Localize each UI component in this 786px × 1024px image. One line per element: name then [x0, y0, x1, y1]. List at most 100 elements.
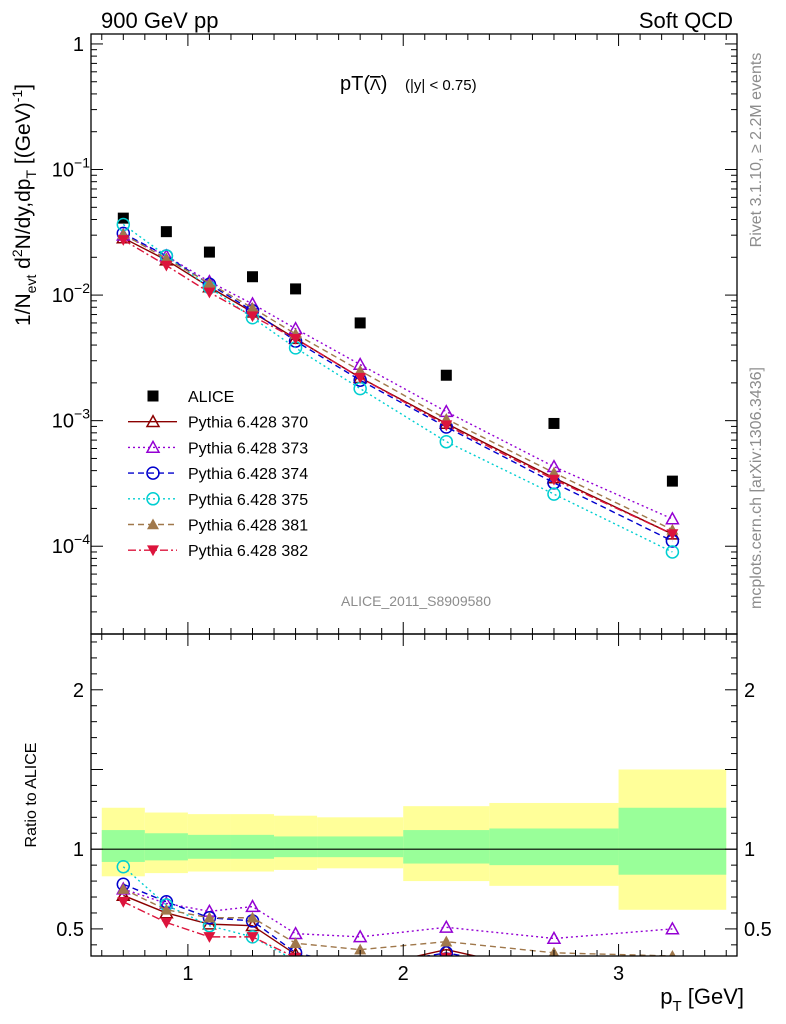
legend-item-alice: ALICE — [147, 389, 234, 406]
legend-marker — [145, 414, 161, 428]
ratio-point-pythia-6-428-375 — [548, 968, 560, 980]
ratio-point-pythia-6-428-375 — [440, 963, 452, 975]
ratio-point-pythia-6-428-382 — [160, 917, 173, 929]
bottom-ylabel: Ratio to ALICE — [23, 743, 40, 848]
uncertainty-band-inner — [187, 834, 231, 859]
uncertainty-band-inner — [101, 830, 145, 862]
ratio-y-tick-label-right: 2 — [744, 680, 755, 702]
header-right-label: Soft QCD — [639, 8, 733, 33]
x-tick-label: 1 — [182, 963, 193, 985]
ratio-line-pythia-6-428-374 — [123, 883, 467, 956]
ratio-point-pythia-6-428-381 — [289, 937, 302, 949]
ratio-point-pythia-6-428-373 — [546, 930, 562, 945]
data-point-pythia-6-428-381 — [203, 277, 216, 289]
ratio-point-pythia-6-428-370 — [548, 968, 560, 979]
data-point-pythia-6-428-382 — [117, 235, 130, 246]
data-point-pythia-6-428-381 — [354, 364, 367, 376]
ratio-point-pythia-6-428-381 — [160, 903, 173, 915]
uncertainty-band-inner — [403, 830, 490, 864]
y-tick-label: 10−4 — [52, 531, 90, 558]
series-line-pythia-6-428-381 — [122, 233, 673, 531]
ratio-point-pythia-6-428-381 — [246, 911, 259, 923]
ratio-line-pythia-6-428-373 — [123, 888, 673, 940]
data-point-pythia-6-428-382 — [160, 260, 173, 272]
data-point-pythia-6-428-382 — [547, 474, 560, 486]
data-point-pythia-6-428-375 — [665, 545, 680, 559]
legend-item-pythia-6-428-370: Pythia 6.428 370 — [128, 414, 308, 432]
y-tick-label: 1 — [73, 34, 84, 56]
data-point-alice — [290, 283, 302, 295]
data-point-alice — [203, 246, 215, 258]
legend: ALICE Pythia 6.428 370 Pythia 6.428 373 Pyt… — [128, 389, 308, 560]
legend-item-pythia-6-428-373: Pythia 6.428 373 — [128, 439, 308, 457]
ratio-y-tick-label-left: 1 — [73, 839, 84, 861]
analysis-watermark: ALICE_2011_S8909580 — [341, 593, 491, 609]
ratio-point-pythia-6-428-373 — [288, 926, 303, 940]
ratio-point-pythia-6-428-373 — [352, 929, 368, 943]
ratio-point-pythia-6-428-382 — [246, 932, 259, 943]
legend-label: Pythia 6.428 370 — [188, 415, 308, 432]
data-point-alice — [666, 475, 678, 487]
header-left-label: 900 GeV pp — [101, 8, 218, 33]
legend-label: Pythia 6.428 381 — [188, 518, 308, 535]
x-tick-label: 2 — [398, 963, 409, 985]
data-point-alice — [354, 317, 366, 329]
legend-label: ALICE — [188, 389, 234, 406]
x-axis-label: pT [GeV] — [660, 984, 744, 1015]
ratio-point-pythia-6-428-374 — [548, 968, 560, 980]
ratio-y-tick-label-left: 2 — [73, 680, 84, 702]
legend-item-pythia-6-428-382: Pythia 6.428 382 — [128, 543, 308, 560]
uncertainty-band-inner — [144, 833, 188, 861]
bottom-axes: 0.5 0.5 1 1 2 2 1 2 3 — [56, 633, 772, 985]
data-point-pythia-6-428-381 — [246, 301, 259, 313]
legend-marker — [147, 545, 159, 557]
ratio-point-pythia-6-428-381 — [203, 911, 216, 923]
ratio-point-pythia-6-428-381 — [354, 943, 367, 955]
data-point-pythia-6-428-375 — [439, 434, 454, 449]
top-axes: 1 10−1 10−2 10−3 10−4 — [52, 33, 738, 635]
data-point-alice — [247, 271, 258, 283]
ratio-point-pythia-6-428-373 — [665, 921, 680, 935]
uncertainty-band-inner — [618, 807, 727, 875]
bottom-plot-frame — [90, 633, 738, 957]
y-tick-label: 10−2 — [52, 280, 90, 307]
legend-item-pythia-6-428-375: Pythia 6.428 375 — [128, 492, 308, 509]
ratio-point-pythia-6-428-381 — [117, 883, 130, 894]
ratio-point-pythia-6-428-374 — [354, 961, 366, 973]
legend-marker — [147, 390, 159, 402]
ratio-point-pythia-6-428-382 — [117, 897, 130, 908]
ratio-point-pythia-6-428-382 — [354, 964, 366, 975]
legend-marker — [146, 466, 160, 480]
top-title-cut: (|y| < 0.75) — [405, 77, 477, 94]
legend-marker — [146, 492, 160, 506]
data-point-pythia-6-428-373 — [665, 511, 680, 525]
legend-label: Pythia 6.428 373 — [188, 440, 308, 457]
ratio-point-pythia-6-428-382 — [548, 969, 560, 980]
ratio-y-tick-label-right: 0.5 — [744, 919, 772, 941]
ratio-y-tick-label-right: 1 — [744, 839, 755, 861]
data-point-alice — [548, 417, 560, 429]
uncertainty-band-inner — [274, 836, 318, 858]
ratio-point-pythia-6-428-373 — [439, 919, 454, 933]
ratio-y-tick-label-left: 0.5 — [56, 919, 84, 941]
data-point-pythia-6-428-382 — [289, 333, 302, 345]
ratio-point-pythia-6-428-373 — [245, 899, 260, 913]
ratio-point-pythia-6-428-381 — [440, 935, 453, 947]
mcplots-label: mcplots.cern.ch [arXiv:1306.3436] — [748, 367, 765, 609]
data-point-pythia-6-428-382 — [354, 372, 367, 384]
ratio-point-pythia-6-428-370 — [666, 971, 678, 982]
data-point-pythia-6-428-375 — [547, 487, 561, 501]
ratio-point-pythia-6-428-382 — [666, 972, 678, 983]
ratio-series-layer — [116, 859, 680, 983]
data-point-pythia-6-428-382 — [666, 529, 679, 541]
legend-label: Pythia 6.428 374 — [188, 466, 308, 483]
x-tick-label: 3 — [613, 963, 624, 985]
data-point-pythia-6-428-382 — [246, 311, 259, 323]
ratio-point-pythia-6-428-382 — [203, 932, 216, 943]
top-series-layer — [116, 212, 680, 559]
data-point-pythia-6-428-375 — [353, 381, 367, 396]
data-point-pythia-6-428-382 — [440, 420, 453, 432]
uncertainty-band-inner — [230, 834, 275, 859]
ratio-point-pythia-6-428-375 — [666, 971, 678, 983]
